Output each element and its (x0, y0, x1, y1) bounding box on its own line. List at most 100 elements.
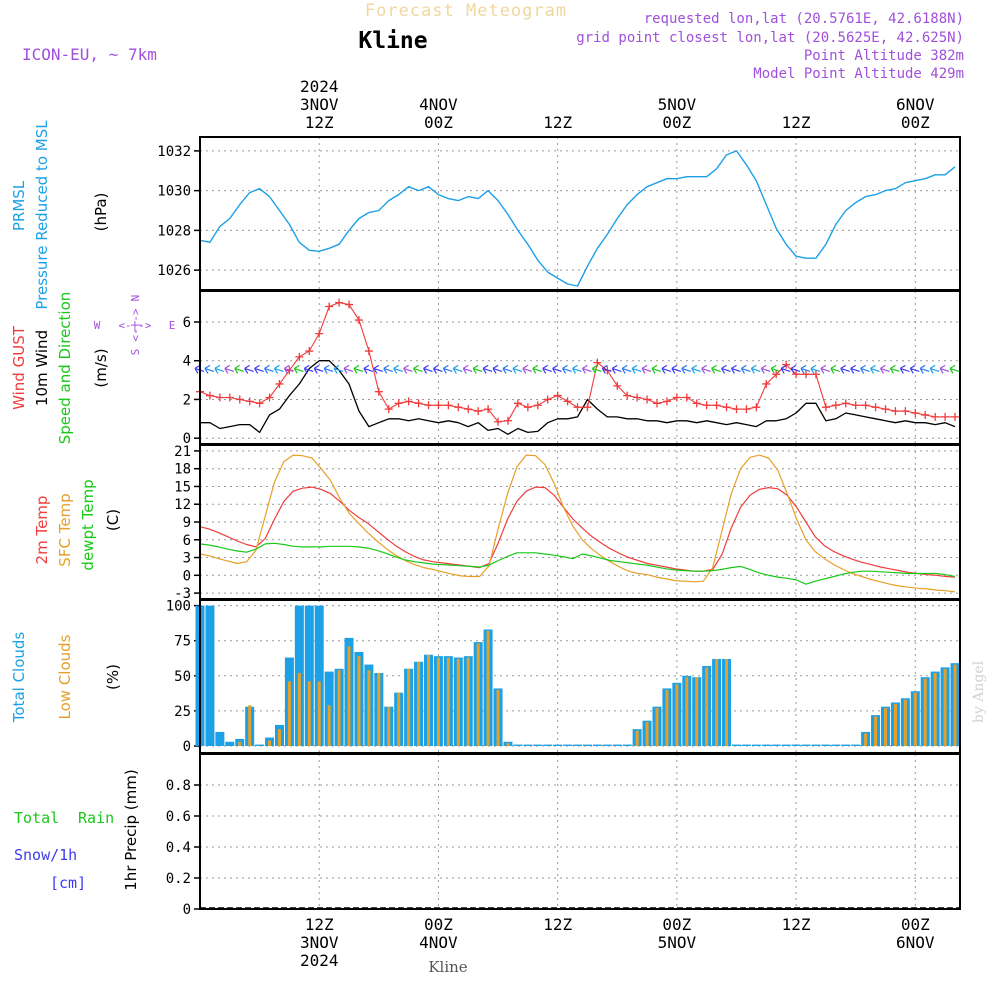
low-clouds-bar (367, 670, 371, 746)
wind-direction-arrow (770, 364, 781, 374)
compass-e: E (169, 319, 176, 332)
bottom-time-label: 00Z (424, 915, 453, 934)
clouds-ytick-label: 50 (174, 669, 191, 685)
precip-label-cm: [cm] (50, 874, 86, 892)
wind-direction-arrow (919, 364, 930, 374)
low-clouds-bar (277, 729, 281, 746)
footer-station: Kline (428, 958, 467, 976)
wind-direction-arrow (472, 364, 483, 374)
total-clouds-bar (215, 731, 225, 746)
low-clouds-bar (933, 672, 937, 746)
low-clouds-bar (268, 740, 272, 746)
wind-direction-arrow (273, 364, 284, 374)
pressure-label-unit: (hPa) (92, 193, 110, 232)
gust-marker (444, 401, 453, 410)
gust-marker (831, 401, 840, 410)
gust-marker (702, 401, 711, 410)
gust-marker (772, 370, 781, 379)
pressure-label-msl: Pressure Reduced to MSL (33, 120, 51, 310)
gust-marker (474, 407, 483, 416)
total-clouds-bar (592, 744, 602, 746)
watermark: by Angel (971, 660, 987, 723)
wind-direction-arrow (293, 364, 304, 374)
bottom-time-label: 2024 (300, 951, 339, 970)
wind-frame (199, 290, 961, 445)
wind-label-direction: Speed and Direction (56, 292, 74, 445)
wind-direction-arrow (790, 364, 801, 374)
wind-direction-arrow (810, 364, 821, 374)
low-clouds-bar (357, 656, 361, 746)
wind-direction-arrow (214, 364, 225, 374)
bottom-time-label: 6NOV (896, 933, 935, 952)
top-time-label: 12Z (543, 113, 572, 132)
gust-marker (583, 403, 592, 412)
low-clouds-bar (307, 681, 311, 746)
gust-marker (881, 405, 890, 414)
temperature-ytick-label: 15 (174, 479, 191, 495)
gust-marker (245, 397, 254, 406)
total-clouds-bar (751, 744, 761, 746)
precip-ytick-label: 0.8 (166, 778, 191, 794)
total-clouds-bar (831, 744, 841, 746)
low-clouds-bar (715, 658, 719, 746)
gust-marker (235, 395, 244, 404)
wind-direction-arrow (830, 364, 841, 374)
clouds-frame (199, 599, 961, 754)
low-clouds-bar (337, 670, 341, 746)
gust-marker (394, 399, 403, 408)
wind-direction-arrow (572, 364, 582, 374)
gust-marker (851, 401, 860, 410)
clouds-label-total: Total Clouds (10, 632, 28, 724)
gust-marker (682, 393, 691, 402)
gust-marker (454, 403, 463, 412)
gust-marker (484, 405, 493, 414)
compass-n: N (129, 295, 142, 302)
gust-marker (613, 381, 622, 390)
total-clouds-bar (513, 744, 523, 746)
wind-direction-arrow (383, 364, 393, 374)
wind-direction-arrow (780, 364, 791, 374)
wind-direction-arrow (929, 364, 940, 374)
wind-direction-arrow (343, 364, 354, 374)
wind-direction-arrow (442, 364, 453, 374)
total-clouds-bar (791, 744, 801, 746)
low-clouds-bar (248, 705, 252, 746)
wind-direction-arrow (204, 364, 215, 374)
wind-direction-arrow (641, 364, 652, 374)
point-altitude: Point Altitude 382m (804, 48, 964, 64)
gust-marker (941, 412, 950, 421)
wind-ytick-label: 6 (183, 315, 191, 331)
total-clouds-bar (841, 744, 851, 746)
pressure-frame (199, 136, 961, 291)
wind-direction-arrow (800, 364, 811, 374)
pressure-panel: 1026 1028 1030 1032 (157, 136, 961, 291)
bottom-time-label: 3NOV (300, 933, 339, 952)
gust-marker (265, 393, 274, 402)
gust-marker (911, 409, 920, 418)
gust-marker (742, 405, 751, 414)
pressure-ytick-label: 1028 (157, 223, 191, 239)
precip-panel: 0 0.2 0.4 0.6 0.8 (166, 753, 961, 918)
total-clouds-bar (761, 744, 771, 746)
compass-icon: N S W E <-|-> <-|-> (94, 295, 176, 356)
pressure-ytick-label: 1026 (157, 263, 191, 279)
gust-marker (295, 352, 304, 361)
total-clouds-bar (582, 744, 592, 746)
wind-direction-arrow (949, 364, 960, 374)
precip-label-rain: Rain (78, 809, 114, 827)
compass-horizontal-arrow: <-|-> (118, 319, 151, 332)
temp-label-dewpt: dewpt Temp (79, 479, 97, 570)
precip-ytick-label: 0.2 (166, 871, 191, 887)
wind-direction-arrow (283, 364, 294, 374)
station-title: Kline (358, 28, 427, 54)
temperature-ytick-label: 0 (183, 568, 191, 584)
wind-direction-arrow (323, 364, 334, 374)
gust-marker (573, 403, 582, 412)
top-time-label: 2024 (300, 77, 339, 96)
low-clouds-bar (695, 677, 699, 746)
low-clouds-bar (397, 692, 401, 746)
clouds-ytick-label: 100 (166, 599, 191, 615)
temp-dewpt-line (199, 542, 956, 585)
